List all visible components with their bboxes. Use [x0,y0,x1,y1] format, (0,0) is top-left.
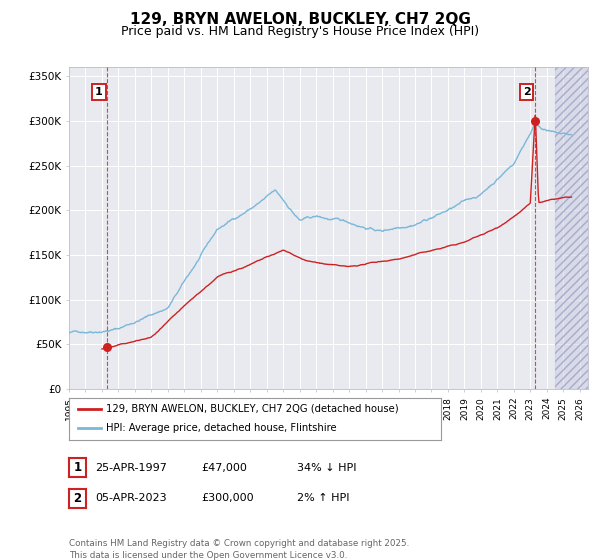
Text: 2: 2 [73,492,82,505]
Text: 1: 1 [73,461,82,474]
Text: 1: 1 [95,87,103,97]
Text: 05-APR-2023: 05-APR-2023 [95,493,166,503]
Text: 25-APR-1997: 25-APR-1997 [95,463,167,473]
Text: HPI: Average price, detached house, Flintshire: HPI: Average price, detached house, Flin… [106,423,337,433]
Text: 129, BRYN AWELON, BUCKLEY, CH7 2QG: 129, BRYN AWELON, BUCKLEY, CH7 2QG [130,12,470,27]
Text: £300,000: £300,000 [201,493,254,503]
Text: £47,000: £47,000 [201,463,247,473]
Text: Contains HM Land Registry data © Crown copyright and database right 2025.
This d: Contains HM Land Registry data © Crown c… [69,539,409,560]
Text: 2% ↑ HPI: 2% ↑ HPI [297,493,349,503]
Text: Price paid vs. HM Land Registry's House Price Index (HPI): Price paid vs. HM Land Registry's House … [121,25,479,38]
Text: 34% ↓ HPI: 34% ↓ HPI [297,463,356,473]
Bar [555,67,588,389]
Bar [555,67,588,389]
Text: 2: 2 [523,87,530,97]
Text: 129, BRYN AWELON, BUCKLEY, CH7 2QG (detached house): 129, BRYN AWELON, BUCKLEY, CH7 2QG (deta… [106,404,399,414]
